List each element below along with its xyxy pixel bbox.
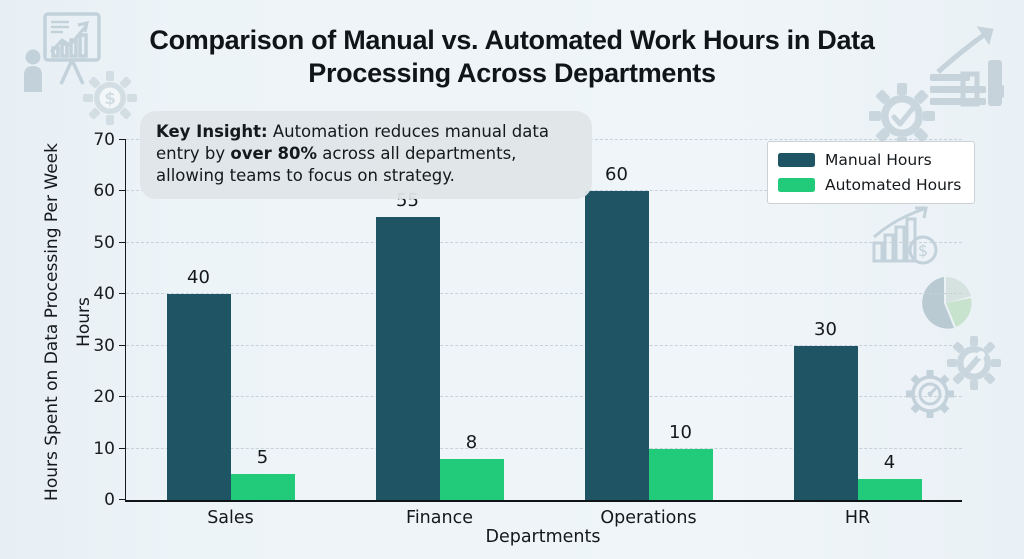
y-axis-tick-label: 40 [93,284,115,305]
bar-column: 40 [166,140,231,500]
y-axis-tick-mark [119,241,126,243]
y-axis-label: Hours Spent on Data Processing Per Week [42,143,62,501]
bar-value-label: 8 [465,431,478,453]
page-title: Comparison of Manual vs. Automated Work … [149,25,875,88]
presentation-chart-icon [22,6,104,96]
bar-column: 4 [857,140,922,500]
y-axis-tick-label: 30 [93,335,115,356]
y-axis-tick-label: 50 [93,232,115,253]
y-axis-tick-label: 0 [104,490,115,510]
manual-bar-operations [584,191,649,500]
key-insight-highlight: over 80% [230,144,318,163]
x-axis-label: Departments [485,527,601,547]
growth-dollar-icon: $ [872,205,940,273]
automated-bar-finance [439,458,504,500]
legend-item: Manual Hours [778,151,961,169]
gridline [126,344,962,346]
gridline [126,241,962,243]
bar-value-label: 5 [256,447,269,469]
x-axis-tick-label: Finance [406,508,473,528]
gridline [126,396,962,398]
manual-bar-sales [166,294,231,500]
svg-text:$: $ [104,89,116,109]
bar-column: 55 [375,140,440,500]
y-axis-tick-mark [119,396,126,398]
y-axis-label-secondary: Hours [74,297,94,347]
wrench-gear-icon [945,332,1003,396]
legend: Manual Hours Automated Hours [767,141,976,204]
bar-value-label: 30 [814,318,837,340]
category-group-hr: 30 4 HR [753,140,962,528]
key-insight-text-b: across all departments, allowing teams t… [156,144,517,185]
gridline [126,447,962,449]
bar-column: 10 [648,140,713,500]
y-axis-tick-mark [119,447,126,449]
dollar-gear-icon: $ [80,68,140,132]
x-axis-tick-label: Sales [207,508,254,528]
x-axis-tick-label: Operations [600,508,697,528]
legend-swatch-icon [778,153,815,167]
x-axis-tick-label: HR [844,508,871,528]
category-group-operations: 60 10 Operations [544,140,753,528]
y-axis-tick-mark [119,190,126,192]
bar-groups: 40 5 Sales 55 8 Finance 60 10 Operations 30 4 HR [126,140,962,528]
legend-label: Manual Hours [825,151,932,169]
bar-column: 60 [584,140,649,500]
y-axis-tick-label: 60 [93,181,115,202]
key-insight-box: Key Insight: Automation reduces manual d… [140,111,592,199]
category-group-sales: 40 5 Sales [126,140,335,528]
manual-bar-finance [375,217,440,500]
bar-value-label: 4 [883,452,896,474]
legend-label: Automated Hours [825,176,962,194]
automated-bar-operations [648,448,713,500]
y-axis-tick-label: 20 [93,387,115,408]
report-trend-icon [918,16,1020,132]
bar-value-label: 40 [187,267,210,289]
y-axis-tick-mark [119,344,126,346]
legend-item: Automated Hours [778,176,961,194]
gridline [126,293,962,295]
manual-bar-hr [793,345,858,500]
automated-bar-sales [230,474,295,500]
bar-column: 30 [793,140,858,500]
y-axis-tick-mark [119,499,126,500]
bar-value-label: 10 [669,421,692,443]
svg-text:$: $ [918,241,928,260]
check-gear-icon [866,80,938,156]
legend-swatch-icon [778,178,815,192]
bar-value-label: 60 [605,164,628,186]
bar-column: 8 [439,140,504,500]
key-insight-label: Key Insight: [156,122,268,141]
category-group-finance: 55 8 Finance [335,140,544,528]
automated-bar-hr [857,479,922,500]
key-insight-text-a: Automation reduces manual data entry by [156,122,549,163]
y-axis-tick-mark [119,293,126,295]
y-axis-tick-label: 70 [93,130,115,150]
y-axis-tick-mark [119,139,126,140]
y-axis-tick-label: 10 [93,438,115,459]
gauge-gear-icon [896,360,964,432]
pie-chart-icon [918,275,974,334]
bar-column: 5 [230,140,295,500]
